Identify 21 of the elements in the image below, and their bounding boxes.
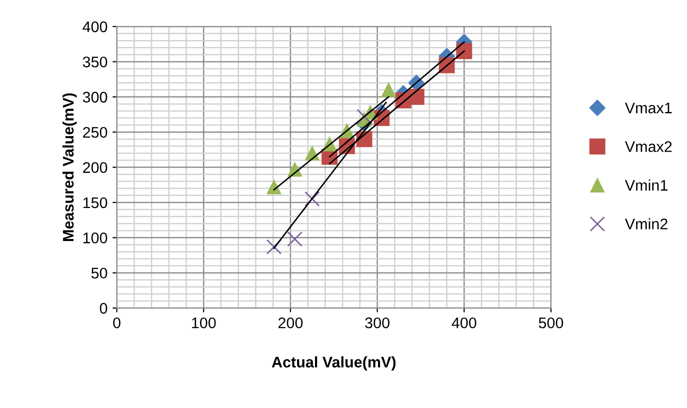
y-tick-label: 400 (82, 21, 108, 32)
y-tick-label: 50 (91, 268, 108, 279)
x-tick-label: 100 (192, 317, 216, 328)
legend-label: Vmin1 (624, 180, 668, 191)
y-tick-label: 200 (83, 162, 108, 173)
y-tick-label: 350 (82, 56, 108, 68)
y-tick-label: 100 (83, 232, 108, 244)
x-tick-label: 400 (452, 317, 476, 328)
x-tick-label: 300 (365, 317, 390, 328)
x-tick-label: 500 (538, 317, 564, 328)
x-tick-label: 0 (113, 317, 120, 328)
legend-label: Vmin2 (624, 218, 668, 230)
y-tick-label: 150 (83, 197, 108, 208)
y-tick-label: 250 (83, 126, 108, 138)
x-tick-label: 200 (278, 317, 303, 328)
legend-label: Vmax2 (624, 141, 672, 152)
legend-label: Vmax1 (624, 102, 672, 114)
y-tick-label: 300 (82, 92, 108, 103)
y-axis-title: Measured Value(mV) (62, 93, 77, 241)
x-axis-title: Actual Value(mV) (272, 356, 396, 371)
y-tick-label: 0 (100, 302, 108, 314)
